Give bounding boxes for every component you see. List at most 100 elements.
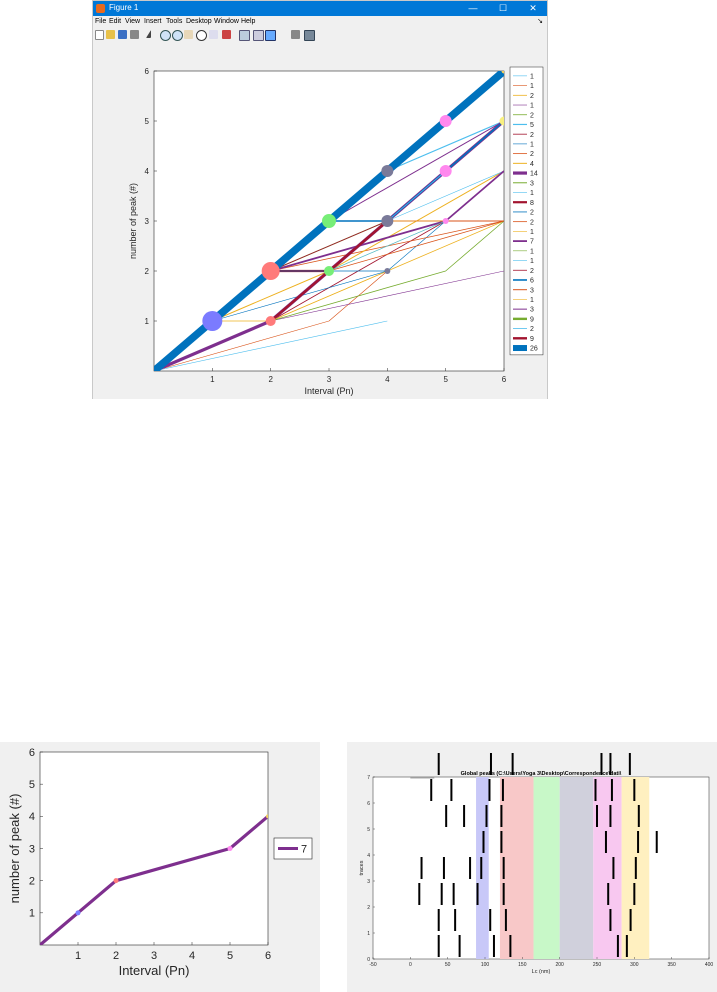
- legend-entry: 9: [530, 336, 534, 343]
- data-marker: [322, 214, 336, 228]
- x-tick-label: 3: [327, 375, 332, 384]
- menu-window[interactable]: Window: [214, 18, 239, 25]
- y-tick-label: 3: [29, 843, 35, 855]
- x-tick-label: 250: [593, 962, 602, 968]
- brush-icon[interactable]: [222, 30, 231, 39]
- y-tick-label: 4: [29, 811, 35, 823]
- new-figure-icon[interactable]: [95, 30, 104, 40]
- title-bar: Figure 1 — ☐ ✕: [93, 1, 547, 16]
- zoom-out-icon[interactable]: [172, 30, 183, 41]
- legend-entry: 2: [530, 268, 534, 275]
- x-tick-label: 1: [210, 375, 215, 384]
- figure-toolbar: [93, 28, 547, 42]
- open-file-icon[interactable]: [106, 30, 115, 39]
- series-line-1: [154, 320, 388, 371]
- y-tick-label: 2: [145, 267, 150, 276]
- minimize-button[interactable]: —: [468, 3, 478, 13]
- x-tick-label: 50: [445, 962, 451, 968]
- legend-entry: 3: [530, 307, 534, 314]
- x-tick-label: 5: [443, 375, 448, 384]
- x-tick-label: 6: [502, 375, 507, 384]
- cluster-band: [499, 777, 534, 959]
- data-cursor-icon[interactable]: [209, 30, 218, 39]
- data-marker: [266, 814, 268, 819]
- cluster-band: [533, 777, 560, 959]
- pan-icon[interactable]: [184, 30, 193, 39]
- legend-entry: 4: [530, 161, 534, 168]
- data-marker: [261, 262, 280, 280]
- legend-entry: 1: [530, 258, 534, 265]
- data-marker: [227, 846, 233, 851]
- legend-entry: 2: [530, 93, 534, 100]
- y-tick-label: 5: [29, 779, 35, 791]
- y-tick-label: 3: [367, 879, 370, 885]
- legend-entry: 7: [530, 239, 534, 246]
- plot-lines: [40, 814, 268, 945]
- y-tick-label: 6: [145, 67, 150, 76]
- x-axis-label: Lc (nm): [532, 969, 551, 975]
- menu-file[interactable]: File: [95, 18, 107, 25]
- x-tick-label: 400: [705, 962, 714, 968]
- hide-plot-tools-icon[interactable]: [291, 30, 300, 39]
- rotate-icon[interactable]: [196, 30, 207, 41]
- x-tick-label: -50: [369, 962, 376, 968]
- legend-entry: 7: [301, 844, 307, 856]
- x-tick-label: 4: [189, 950, 195, 962]
- data-marker: [113, 878, 119, 884]
- x-tick-label: 2: [113, 950, 119, 962]
- y-tick-label: 1: [145, 317, 150, 326]
- menu-insert[interactable]: Insert: [144, 18, 162, 25]
- y-tick-label: 3: [145, 217, 150, 226]
- menu-desktop[interactable]: Desktop: [186, 18, 212, 25]
- x-tick-label: 6: [265, 950, 271, 962]
- plot-lines: [154, 71, 504, 371]
- figure-canvas-single-series: 1 2 3 4 5 6 1 2 3 4 5 6 Interval (Pn) number of peak …: [0, 742, 320, 992]
- menu-view[interactable]: View: [125, 18, 141, 25]
- series-line-1: [270, 270, 388, 322]
- cluster-band: [559, 777, 594, 959]
- link-icon[interactable]: [239, 30, 250, 41]
- x-tick-label: 5: [227, 950, 233, 962]
- data-marker: [381, 215, 394, 227]
- series-line-1: [154, 270, 388, 371]
- data-marker: [75, 910, 81, 916]
- select-arrow-icon[interactable]: [146, 30, 151, 38]
- x-tick-label: 150: [518, 962, 527, 968]
- legend-entry: 2: [530, 112, 534, 119]
- dock-figure-icon[interactable]: ↘: [537, 18, 543, 25]
- legend-entry: 9: [530, 316, 534, 323]
- x-tick-label: 1: [75, 950, 81, 962]
- data-marker: [439, 115, 452, 127]
- x-tick-label: 300: [630, 962, 639, 968]
- data-marker: [499, 116, 504, 126]
- legend-icon[interactable]: [265, 30, 276, 41]
- legend-entry: 26: [530, 346, 538, 353]
- figure-canvas-main: 1 2 3 4 5 6 1 2 3 4 5 6 Interval (Pn) number of peak …: [93, 41, 547, 399]
- legend-entry: 1: [530, 73, 534, 80]
- zoom-in-icon[interactable]: [160, 30, 171, 41]
- legend-entry: 2: [530, 326, 534, 333]
- maximize-button[interactable]: ☐: [498, 3, 508, 13]
- print-icon[interactable]: [130, 30, 139, 39]
- x-axis-label: Interval (Pn): [119, 963, 190, 978]
- y-tick-label: 4: [367, 853, 370, 859]
- show-plot-tools-icon[interactable]: [304, 30, 315, 41]
- data-marker: [324, 266, 334, 276]
- window-title: Figure 1: [109, 3, 139, 12]
- save-icon[interactable]: [118, 30, 127, 39]
- legend-entry: 8: [530, 200, 534, 207]
- menu-help[interactable]: Help: [241, 18, 256, 25]
- legend-box: [509, 66, 544, 356]
- menu-tools[interactable]: Tools: [166, 18, 183, 25]
- close-button[interactable]: ✕: [529, 3, 537, 13]
- data-marker: [442, 218, 449, 224]
- menu-edit[interactable]: Edit: [109, 18, 122, 25]
- y-tick-label: 2: [29, 876, 35, 888]
- matlab-logo-icon: [96, 4, 105, 13]
- x-tick-label: 2: [268, 375, 273, 384]
- legend-entry: 1: [530, 297, 534, 304]
- legend-entry: 14: [530, 171, 538, 178]
- colorbar-icon[interactable]: [253, 30, 264, 41]
- y-tick-label: 2: [367, 905, 370, 911]
- data-marker: [384, 268, 391, 274]
